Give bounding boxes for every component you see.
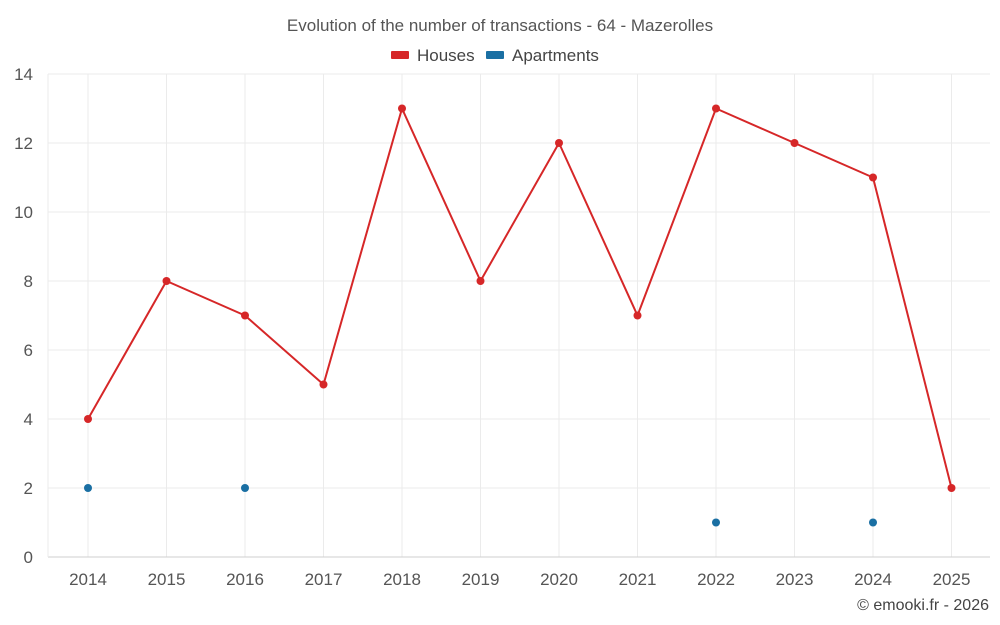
y-tick-label-4: 4 (24, 410, 33, 429)
x-tick-label-2022: 2022 (697, 570, 735, 589)
chart-title: Evolution of the number of transactions … (287, 16, 713, 35)
y-tick-label-12: 12 (14, 134, 33, 153)
y-tick-label-0: 0 (24, 548, 33, 567)
series-layer (84, 104, 956, 527)
legend: Houses Apartments (391, 46, 599, 65)
data-point-houses-2014 (84, 415, 92, 423)
data-point-houses-2016 (241, 311, 249, 320)
data-point-houses-2021 (633, 311, 642, 320)
data-point-apartments-2022 (712, 518, 720, 527)
data-point-apartments-2014 (84, 484, 92, 492)
x-tick-label-2021: 2021 (619, 570, 657, 589)
data-point-houses-2020 (555, 139, 563, 147)
x-tick-label-2017: 2017 (305, 570, 343, 589)
data-point-houses-2023 (790, 139, 799, 147)
x-tick-label-2015: 2015 (148, 570, 186, 589)
x-tick-label-2020: 2020 (540, 570, 578, 589)
series-line-houses (87, 107, 953, 489)
data-point-houses-2025 (947, 484, 956, 492)
legend-label-houses: Houses (417, 46, 475, 65)
data-point-houses-2024 (869, 173, 877, 182)
series-houses (84, 104, 956, 492)
y-tick-label-14: 14 (14, 65, 33, 84)
x-tick-label-2023: 2023 (776, 570, 814, 589)
x-tick-label-2019: 2019 (462, 570, 500, 589)
legend-swatch-houses (391, 51, 409, 59)
x-tick-label-2018: 2018 (383, 570, 421, 589)
legend-item-apartments[interactable]: Apartments (486, 46, 599, 65)
y-tick-label-10: 10 (14, 203, 33, 222)
y-axis-ticks: 0 2 4 6 8 10 12 14 (14, 65, 33, 567)
y-tick-label-2: 2 (24, 479, 33, 498)
axes (47, 74, 990, 558)
data-point-houses-2015 (162, 277, 171, 285)
data-point-houses-2022 (712, 104, 720, 113)
data-point-houses-2017 (319, 380, 328, 389)
data-point-houses-2018 (398, 104, 406, 113)
y-tick-label-6: 6 (24, 341, 33, 360)
x-tick-label-2024: 2024 (854, 570, 892, 589)
data-point-apartments-2016 (241, 484, 249, 492)
x-tick-label-2016: 2016 (226, 570, 264, 589)
legend-label-apartments: Apartments (512, 46, 599, 65)
data-point-houses-2019 (476, 277, 485, 285)
legend-swatch-apartments (486, 51, 504, 59)
y-tick-label-8: 8 (24, 272, 33, 291)
x-tick-label-2025: 2025 (933, 570, 971, 589)
legend-item-houses[interactable]: Houses (391, 46, 475, 65)
credit-text: © emooki.fr - 2026 (857, 597, 989, 614)
series-apartments (84, 484, 877, 527)
grid (48, 73, 990, 557)
x-tick-label-2014: 2014 (69, 570, 107, 589)
x-axis-ticks: 2014 2015 2016 2017 2018 2019 2020 2021 2022 2023… (69, 570, 970, 589)
data-point-apartments-2024 (869, 518, 877, 527)
